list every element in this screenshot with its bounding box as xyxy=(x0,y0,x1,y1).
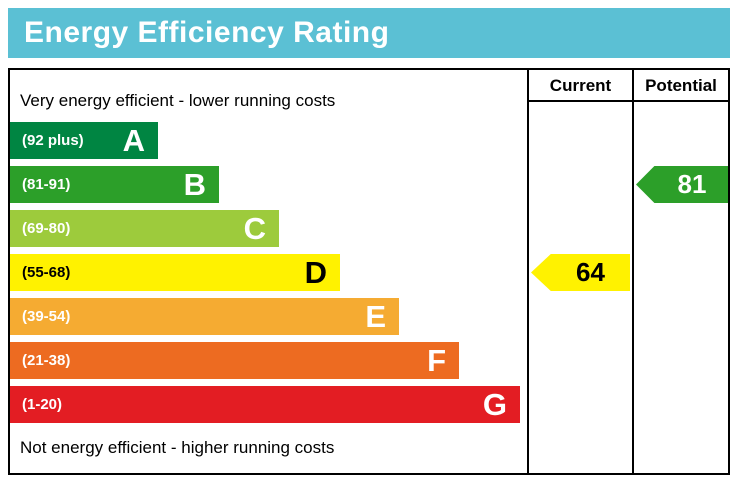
band-range-label: (55-68) xyxy=(22,264,71,281)
band-row-g: (1-20) G xyxy=(10,386,520,423)
band-letter: G xyxy=(482,387,507,422)
band-bars: (92 plus) A (81-91) B (69-80) C (55-68) … xyxy=(10,122,520,430)
band-row-e: (39-54) E xyxy=(10,298,399,335)
band-letter: B xyxy=(183,167,206,202)
band-row-b: (81-91) B xyxy=(10,166,219,203)
band-range-label: (1-20) xyxy=(22,396,63,413)
band-letter: C xyxy=(243,211,266,246)
band-letter: D xyxy=(304,255,327,290)
band-range-label: (39-54) xyxy=(22,308,71,325)
band-row-d: (55-68) D xyxy=(10,254,340,291)
band-range-label: (92 plus) xyxy=(22,132,84,149)
column-divider-right xyxy=(632,70,634,473)
note-not-efficient: Not energy efficient - higher running co… xyxy=(20,438,335,457)
column-divider-left xyxy=(527,70,529,473)
band-letter: F xyxy=(427,343,446,378)
band-range-label: (69-80) xyxy=(22,220,71,237)
page-title: Energy Efficiency Rating xyxy=(8,8,730,58)
band-row-a: (92 plus) A xyxy=(10,122,158,159)
band-range-label: (21-38) xyxy=(22,352,71,369)
rating-chart: Current Potential Very energy efficient … xyxy=(8,68,730,475)
band-letter: A xyxy=(122,123,145,158)
current-rating-arrow: 64 xyxy=(531,254,630,291)
header-underline xyxy=(527,100,728,102)
potential-rating-arrow: 81 xyxy=(636,166,728,203)
band-row-f: (21-38) F xyxy=(10,342,459,379)
band-range-label: (81-91) xyxy=(22,176,71,193)
current-rating-value: 64 xyxy=(576,257,605,287)
band-letter: E xyxy=(365,299,386,334)
potential-rating-value: 81 xyxy=(677,169,707,199)
note-very-efficient: Very energy efficient - lower running co… xyxy=(20,91,336,110)
band-row-c: (69-80) C xyxy=(10,210,279,247)
column-header-potential: Potential xyxy=(645,76,717,95)
column-header-current: Current xyxy=(549,76,612,95)
